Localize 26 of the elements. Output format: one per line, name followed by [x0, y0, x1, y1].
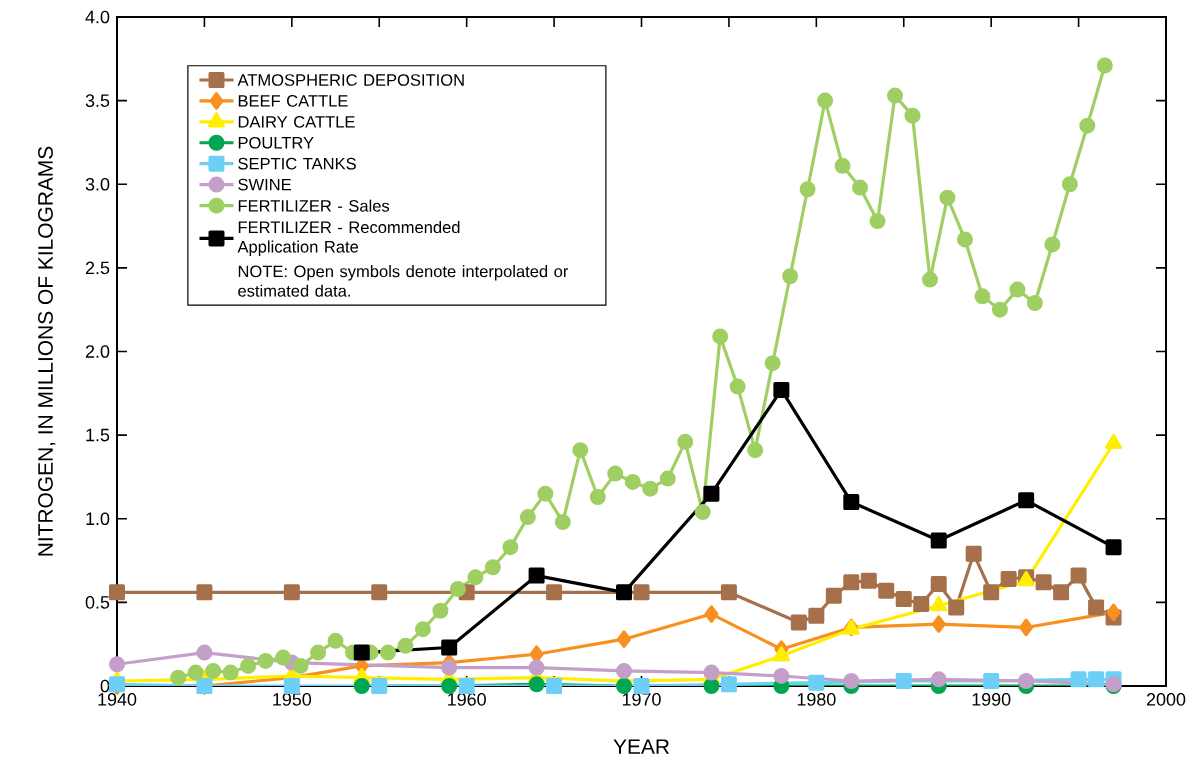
- x-axis-title: YEAR: [613, 739, 670, 754]
- y-tick-label: 1.5: [86, 428, 110, 442]
- x-tick-label: 1960: [448, 693, 486, 706]
- legend-label: FERTILIZER - Recommended Application Rate: [237, 220, 460, 256]
- x-tick-label: 1980: [797, 693, 836, 706]
- legend-label: SWINE: [238, 178, 291, 191]
- annotation: NOTE: Open symbols denote interpolated or estimated data.: [238, 265, 569, 297]
- y-tick-label: 4.0: [85, 10, 110, 24]
- y-tick-label: 0.5: [85, 596, 110, 609]
- x-tick-label: 1990: [972, 693, 1011, 706]
- x-tick-label: 1950: [273, 693, 312, 706]
- y-tick-label: 2.5: [85, 261, 110, 275]
- legend-label: ATMOSPHERIC DEPOSITION: [237, 74, 464, 86]
- legend-label: FERTILIZER - Sales: [238, 199, 390, 212]
- x-tick-label: 2000: [1146, 693, 1186, 706]
- y-tick-label: 3.5: [85, 94, 110, 107]
- legend-label: SEPTIC TANKS: [238, 157, 356, 170]
- y-tick-label: 2.0: [85, 345, 110, 358]
- y-tick-label: 3.0: [85, 177, 110, 191]
- legend-label: POULTRY: [238, 136, 314, 149]
- x-tick-label: 1940: [98, 693, 137, 706]
- legend-label: BEEF CATTLE: [238, 95, 348, 107]
- x-tick-label: 1970: [622, 693, 661, 706]
- legend-label: DAIRY CATTLE: [238, 116, 355, 128]
- y-tick-label: 1.0: [86, 512, 110, 526]
- y-axis-title: NITROGEN, IN MILLIONS OF KILOGRAMS: [38, 146, 56, 556]
